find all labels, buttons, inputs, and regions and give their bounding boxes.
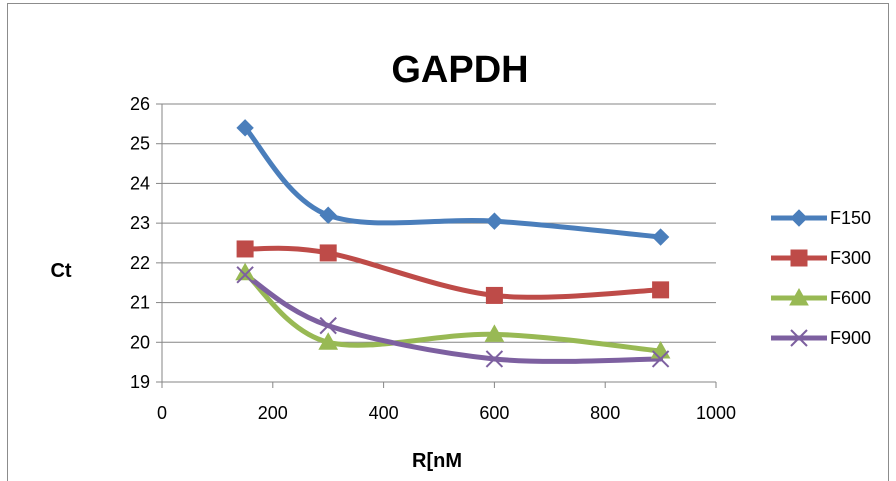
y-tick-label: 19 [130,372,150,392]
y-tick-label: 24 [130,173,150,193]
tick-labels: 19 20 21 22 23 24 25 26 0 200 400 600 800 1000 [130,94,736,423]
point-f300 [485,286,503,304]
point-f900 [236,266,254,284]
x-marker-stroke [485,350,504,368]
x-axis-title: R[nM [412,450,462,472]
axes [156,103,717,388]
x-tick-label: 600 [479,403,509,423]
x-tick-label: 800 [590,403,620,423]
legend-marker-f300 [790,249,808,267]
legend-label-f150: F150 [830,208,871,228]
line-f300 [242,245,664,300]
x-tick-label: 200 [258,403,288,423]
point-f900 [319,316,337,335]
point-f300 [319,244,337,262]
x-tick-label: 400 [369,403,399,423]
point-f900 [651,350,670,368]
point-f300 [236,240,254,258]
legend: F150 F300 F600 F900 [771,208,871,348]
point-f900 [485,350,504,368]
y-axis-title: Ct [50,260,71,282]
point-f150 [236,119,254,137]
legend-marker-f900 [790,329,808,347]
point-f150 [319,206,337,224]
chart-title: GAPDH [391,49,528,91]
line-f600 [242,270,664,354]
line-f150 [242,125,664,240]
point-f600 [484,324,505,342]
x-tick-label: 0 [157,403,167,423]
y-tick-label: 22 [130,253,150,273]
point-f300 [652,281,670,299]
line-f900 [242,272,664,364]
x-marker-stroke [790,329,808,347]
legend-marker-f600 [789,287,809,306]
legend-label-f600: F600 [830,288,871,308]
series-lines [242,125,664,364]
y-tick-label: 25 [130,134,150,154]
point-f600 [235,262,255,281]
x-marker-stroke [651,350,670,368]
legend-marker-f150 [790,209,808,227]
point-f150 [485,212,504,230]
y-tick-label: 20 [130,332,150,352]
x-marker-stroke [319,316,337,335]
series-markers [235,119,671,368]
y-tick-label: 23 [130,213,150,233]
y-tick-label: 26 [130,94,150,114]
x-tick-label: 1000 [696,403,736,423]
legend-label-f900: F900 [830,328,871,348]
x-marker-stroke [236,266,254,284]
legend-label-f300: F300 [830,248,871,268]
point-f600 [318,332,339,350]
chart-frame [7,3,889,481]
y-tick-label: 21 [130,293,150,313]
point-f150 [651,228,670,246]
